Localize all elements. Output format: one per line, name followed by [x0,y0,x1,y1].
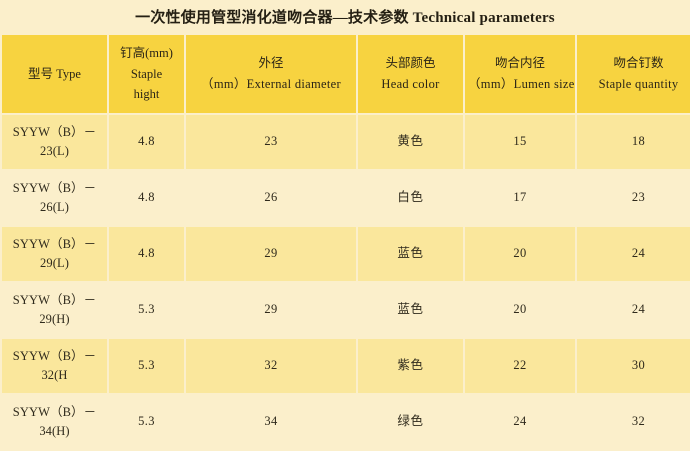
column-header-lumen-size: 吻合内径 （mm）Lumen size [465,35,575,113]
cell-staple-height: 4.8 [109,171,184,225]
cell-lumen-size: 24 [465,395,575,449]
document-title-bar: 一次性使用管型消化道吻合器—技术参数 Technical parameters [0,0,690,33]
cell-staple-height: 5.3 [109,395,184,449]
column-header-head-color-line1: 头部颜色 [385,56,436,71]
column-header-head-color-line2: Head color [381,77,440,91]
cell-external-diameter: 29 [186,227,356,281]
cell-head-color: 蓝色 [358,283,463,337]
cell-type-line1: SYYW（B）－ [12,180,97,195]
cell-staple-quantity: 32 [577,395,690,449]
column-header-staple-quantity: 吻合钉数 Staple quantity [577,35,690,113]
column-header-staple-quantity-line1: 吻合钉数 [613,56,664,71]
cell-external-diameter: 26 [186,171,356,225]
cell-type: SYYW（B）－ 32(H [2,339,107,393]
cell-type: SYYW（B）－ 26(L) [2,171,107,225]
table-row: SYYW（B）－ 32(H 5.3 32 紫色 22 30 [2,339,690,393]
cell-head-color: 白色 [358,171,463,225]
cell-type-line1: SYYW（B）－ [12,404,97,419]
cell-type: SYYW（B）－ 29(H) [2,283,107,337]
column-header-external-diameter-line1: 外径 [258,56,284,71]
column-header-external-diameter-line2: （mm）External diameter [201,77,341,91]
cell-staple-quantity: 18 [577,115,690,169]
cell-external-diameter: 34 [186,395,356,449]
column-header-type-line1: 型号 Type [28,66,81,81]
table-row: SYYW（B）－ 29(H) 5.3 29 蓝色 20 24 [2,283,690,337]
cell-head-color: 蓝色 [358,227,463,281]
cell-lumen-size: 20 [465,227,575,281]
cell-type-line2: 32(H [41,368,68,382]
cell-type: SYYW（B）－ 29(L) [2,227,107,281]
page-title: 一次性使用管型消化道吻合器—技术参数 Technical parameters [135,10,555,26]
cell-type-line2: 23(L) [40,144,69,158]
cell-external-diameter: 29 [186,283,356,337]
cell-lumen-size: 20 [465,283,575,337]
cell-external-diameter: 32 [186,339,356,393]
column-header-head-color: 头部颜色 Head color [358,35,463,113]
cell-type-line1: SYYW（B）－ [12,124,97,139]
cell-type-line1: SYYW（B）－ [12,348,97,363]
technical-parameters-table: 型号 Type 钉高(mm) Staple hight 外径 （mm）Exter… [0,33,690,451]
cell-staple-quantity: 24 [577,283,690,337]
column-header-staple-quantity-line2: Staple quantity [598,77,679,91]
column-header-lumen-size-line2: （mm）Lumen size [468,77,575,91]
table-body: SYYW（B）－ 23(L) 4.8 23 黄色 15 18 SYYW（B）－ … [2,115,690,449]
cell-lumen-size: 15 [465,115,575,169]
column-header-external-diameter: 外径 （mm）External diameter [186,35,356,113]
cell-staple-quantity: 23 [577,171,690,225]
table-row: SYYW（B）－ 29(L) 4.8 29 蓝色 20 24 [2,227,690,281]
cell-staple-height: 5.3 [109,339,184,393]
column-header-staple-height-line2: Staple [130,66,163,81]
cell-head-color: 黄色 [358,115,463,169]
cell-type: SYYW（B）－ 23(L) [2,115,107,169]
cell-lumen-size: 17 [465,171,575,225]
cell-external-diameter: 23 [186,115,356,169]
column-header-staple-height: 钉高(mm) Staple hight [109,35,184,113]
cell-type-line2: 29(H) [39,312,70,326]
cell-lumen-size: 22 [465,339,575,393]
cell-type-line2: 29(L) [40,256,69,270]
column-header-lumen-size-line1: 吻合内径 [494,56,545,71]
cell-staple-height: 4.8 [109,115,184,169]
column-header-type: 型号 Type [2,35,107,113]
cell-type-line2: 34(H) [39,424,70,438]
cell-type-line1: SYYW（B）－ [12,292,97,307]
header-row: 型号 Type 钉高(mm) Staple hight 外径 （mm）Exter… [2,35,690,113]
cell-staple-height: 5.3 [109,283,184,337]
cell-head-color: 绿色 [358,395,463,449]
cell-type-line1: SYYW（B）－ [12,236,97,251]
cell-type-line2: 26(L) [40,200,69,214]
column-header-staple-height-line3: hight [133,87,160,102]
table-row: SYYW（B）－ 34(H) 5.3 34 绿色 24 32 [2,395,690,449]
cell-staple-height: 4.8 [109,227,184,281]
column-header-staple-height-line1: 钉高(mm) [120,46,173,61]
cell-head-color: 紫色 [358,339,463,393]
table-row: SYYW（B）－ 26(L) 4.8 26 白色 17 23 [2,171,690,225]
table-header: 型号 Type 钉高(mm) Staple hight 外径 （mm）Exter… [2,35,690,113]
table-row: SYYW（B）－ 23(L) 4.8 23 黄色 15 18 [2,115,690,169]
spec-sheet-page: 一次性使用管型消化道吻合器—技术参数 Technical parameters … [0,0,690,438]
cell-staple-quantity: 30 [577,339,690,393]
cell-type: SYYW（B）－ 34(H) [2,395,107,449]
cell-staple-quantity: 24 [577,227,690,281]
